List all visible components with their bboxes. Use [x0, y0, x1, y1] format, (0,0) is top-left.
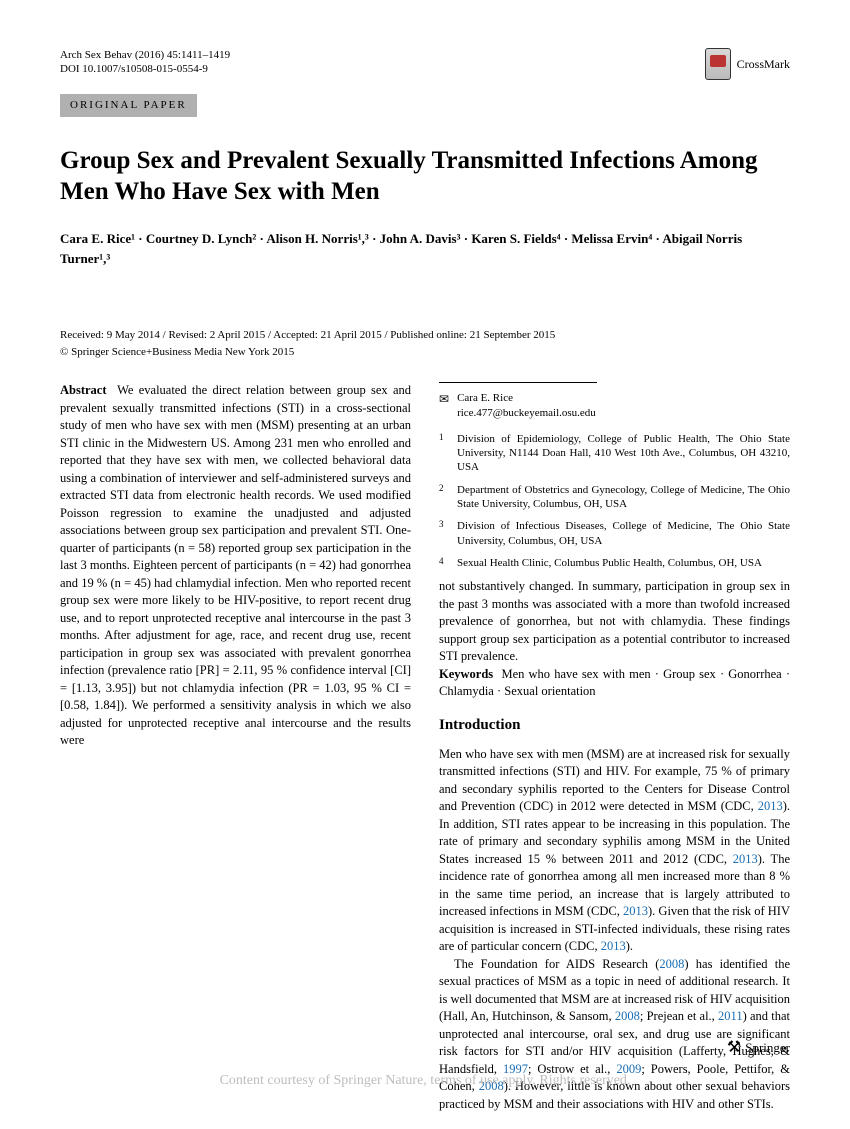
cite-link[interactable]: 2013: [733, 852, 758, 866]
introduction-heading: Introduction: [439, 715, 790, 736]
cite-link[interactable]: 2008: [659, 957, 684, 971]
envelope-icon: ✉: [439, 391, 449, 422]
corresponding-author: Cara E. Rice: [457, 391, 596, 406]
abstract-continuation: not substantively changed. In summary, p…: [439, 578, 790, 666]
crossmark-badge[interactable]: CrossMark: [705, 48, 790, 80]
watermark-text: Content courtesy of Springer Nature, ter…: [0, 1072, 850, 1091]
affiliation-2: 2 Department of Obstetrics and Gynecolog…: [439, 483, 790, 512]
affil-num: 3: [439, 519, 447, 548]
affiliation-4: 4 Sexual Health Clinic, Columbus Public …: [439, 556, 790, 570]
crossmark-icon: [705, 48, 731, 80]
springer-icon: ⚒: [727, 1037, 741, 1059]
affil-num: 1: [439, 432, 447, 475]
affiliation-3: 3 Division of Infectious Diseases, Colle…: [439, 519, 790, 548]
affil-text: Division of Infectious Diseases, College…: [457, 519, 790, 548]
doi: DOI 10.1007/s10508-015-0554-9: [60, 62, 230, 76]
cite-link[interactable]: 2013: [623, 904, 648, 918]
affil-num: 4: [439, 556, 447, 570]
abstract-label: Abstract: [60, 383, 107, 397]
body-columns: Abstract We evaluated the direct relatio…: [60, 382, 790, 1113]
publisher-name: Springer: [745, 1039, 790, 1057]
keywords-block: Keywords Men who have sex with men · Gro…: [439, 666, 790, 701]
crossmark-label: CrossMark: [737, 56, 790, 72]
cite-link[interactable]: 2008: [615, 1009, 640, 1023]
copyright-line: © Springer Science+Business Media New Yo…: [60, 345, 790, 360]
footnote-separator: [439, 382, 597, 383]
affil-num: 2: [439, 483, 447, 512]
cite-link[interactable]: 2013: [601, 939, 626, 953]
article-title: Group Sex and Prevalent Sexually Transmi…: [60, 145, 790, 208]
intro-p1: Men who have sex with men (MSM) are at i…: [439, 746, 790, 956]
article-category: ORIGINAL PAPER: [60, 94, 197, 117]
affil-text: Division of Epidemiology, College of Pub…: [457, 432, 790, 475]
corresponding-email[interactable]: rice.477@buckeyemail.osu.edu: [457, 406, 596, 421]
affil-text: Department of Obstetrics and Gynecology,…: [457, 483, 790, 512]
affil-text: Sexual Health Clinic, Columbus Public He…: [457, 556, 762, 570]
publisher-logo: ⚒ Springer: [727, 1037, 790, 1059]
abstract-paragraph: Abstract We evaluated the direct relatio…: [60, 382, 411, 750]
publication-dates: Received: 9 May 2014 / Revised: 2 April …: [60, 328, 790, 343]
journal-citation: Arch Sex Behav (2016) 45:1411–1419: [60, 48, 230, 62]
correspondence-block: ✉ Cara E. Rice rice.477@buckeyemail.osu.…: [439, 391, 790, 422]
header-row: Arch Sex Behav (2016) 45:1411–1419 DOI 1…: [60, 48, 790, 80]
keywords-label: Keywords: [439, 667, 493, 681]
author-list: Cara E. Rice¹ · Courtney D. Lynch² · Ali…: [60, 229, 790, 268]
cite-link[interactable]: 2011: [718, 1009, 743, 1023]
abstract-text: We evaluated the direct relation between…: [60, 383, 411, 747]
journal-meta: Arch Sex Behav (2016) 45:1411–1419 DOI 1…: [60, 48, 230, 77]
affiliation-1: 1 Division of Epidemiology, College of P…: [439, 432, 790, 475]
cite-link[interactable]: 2013: [758, 799, 783, 813]
